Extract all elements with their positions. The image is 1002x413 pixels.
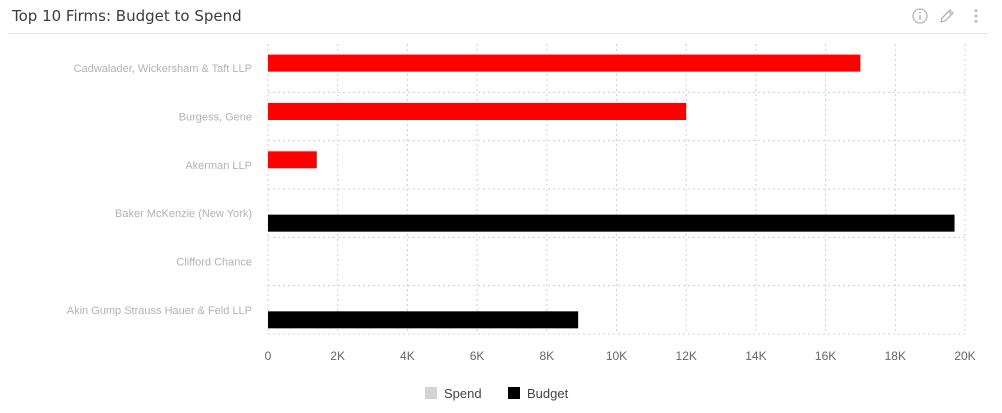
bar-layer xyxy=(268,54,955,329)
x-tick-label: 20K xyxy=(954,349,975,363)
legend-swatch-spend[interactable] xyxy=(425,387,437,399)
x-tick-label: 2K xyxy=(330,349,345,363)
x-tick-label: 16K xyxy=(815,349,836,363)
category-label: Clifford Chance xyxy=(176,257,252,269)
bar-budget[interactable] xyxy=(268,311,579,329)
x-tick-label: 14K xyxy=(745,349,766,363)
bar-spend[interactable] xyxy=(268,151,317,169)
category-label: Akin Gump Strauss Hauer & Feld LLP xyxy=(67,305,252,317)
x-tick-label: 10K xyxy=(606,349,627,363)
x-tick-label: 18K xyxy=(885,349,906,363)
legend-label-budget[interactable]: Budget xyxy=(527,386,569,401)
bar-budget[interactable] xyxy=(268,214,955,232)
edit-pencil-icon[interactable] xyxy=(937,6,957,26)
x-tick-label: 8K xyxy=(539,349,554,363)
legend-label-spend[interactable]: Spend xyxy=(444,386,482,401)
bar-spend[interactable] xyxy=(268,103,687,120)
x-tick-label: 6K xyxy=(470,349,485,363)
header-divider xyxy=(8,33,988,34)
category-labels: Cadwalader, Wickersham & Taft LLP Burgess… xyxy=(67,63,252,317)
legend-swatch-budget[interactable] xyxy=(508,387,520,399)
category-label: Cadwalader, Wickersham & Taft LLP xyxy=(74,63,252,75)
info-icon[interactable] xyxy=(910,6,930,26)
legend: Spend Budget xyxy=(425,386,569,401)
more-options-icon[interactable] xyxy=(966,6,986,26)
category-label: Burgess, Gene xyxy=(179,112,252,124)
widget-title: Top 10 Firms: Budget to Spend xyxy=(12,7,242,25)
x-axis-ticks: 0 2K 4K 6K 8K 10K 12K 14K 16K 18K 20K xyxy=(265,349,976,363)
x-tick-label: 4K xyxy=(400,349,415,363)
x-tick-label: 0 xyxy=(265,349,272,363)
bar-spend[interactable] xyxy=(268,54,861,72)
category-label: Akerman LLP xyxy=(185,160,252,172)
grid-layer xyxy=(267,44,966,335)
x-tick-label: 12K xyxy=(676,349,697,363)
bar-chart: Cadwalader, Wickersham & Taft LLP Burgess… xyxy=(67,44,976,401)
category-label: Baker McKenzie (New York) xyxy=(115,208,252,220)
widget-header: Top 10 Firms: Budget to Spend xyxy=(0,0,1002,34)
